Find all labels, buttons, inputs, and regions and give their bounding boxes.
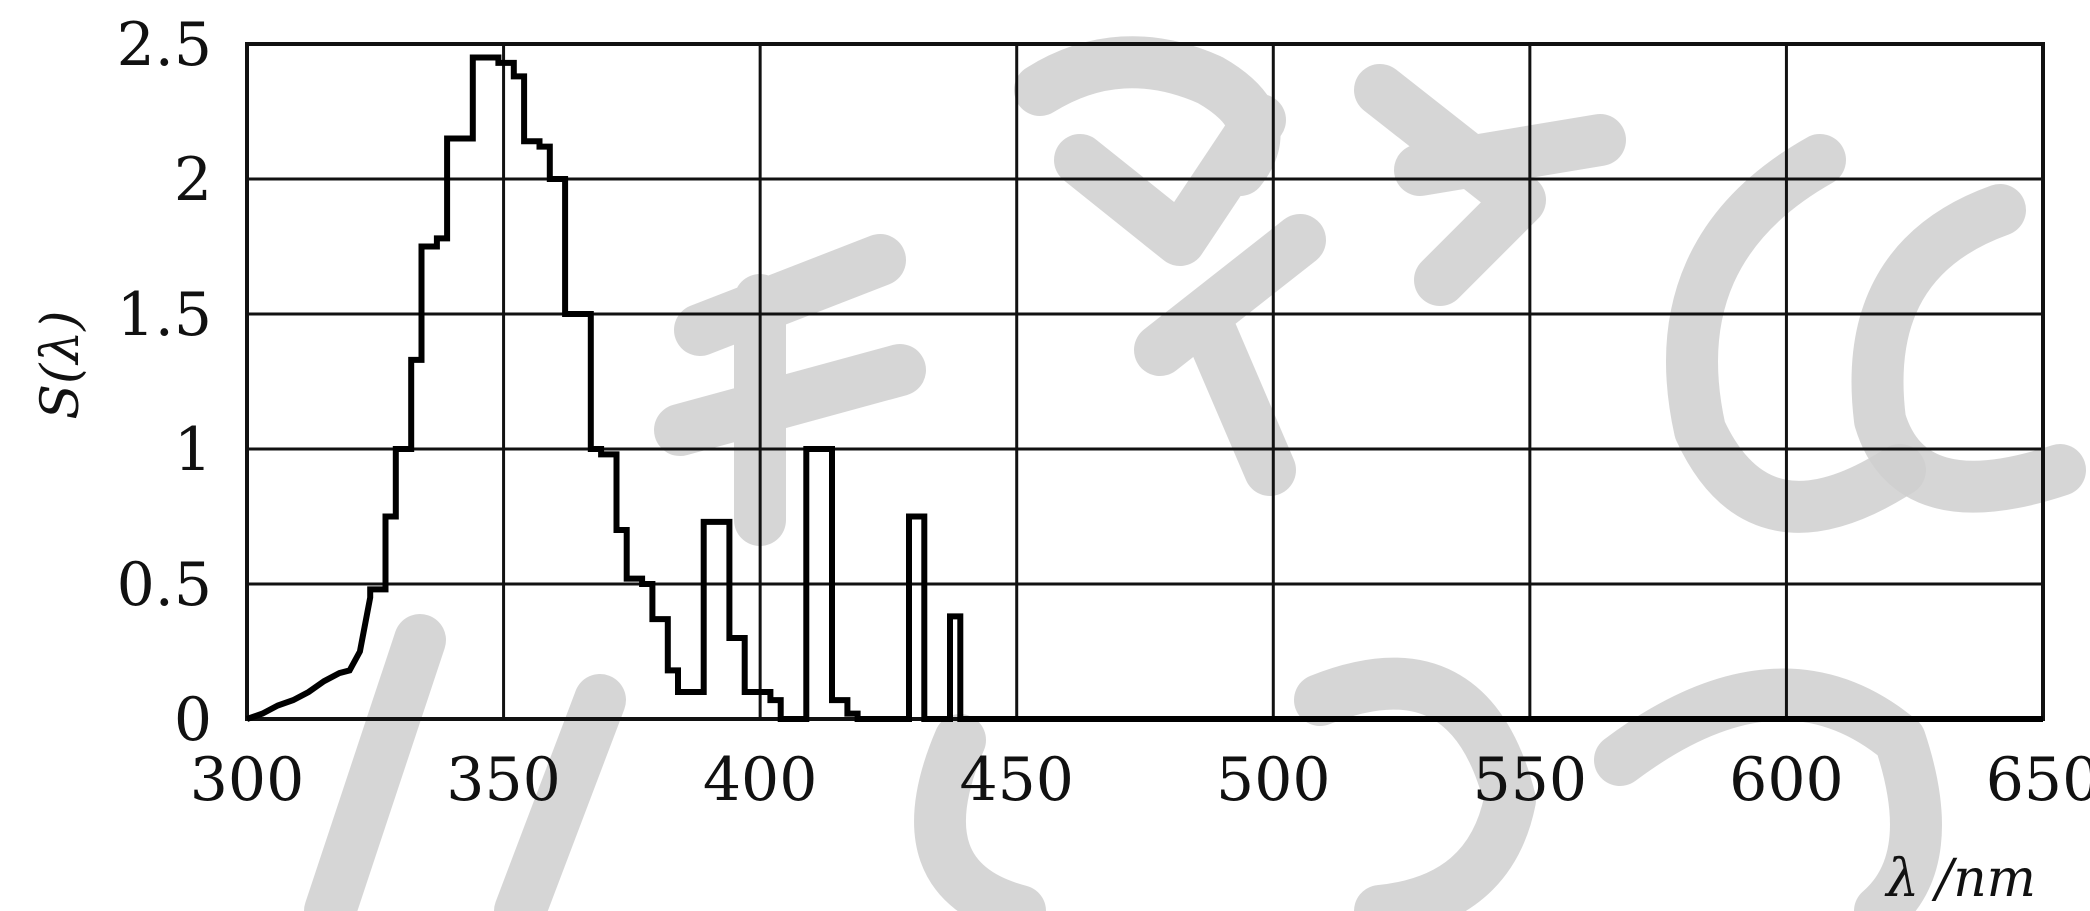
x-tick-label: 500 [1216, 745, 1331, 815]
x-tick-label: 550 [1473, 745, 1588, 815]
y-tick-label: 2.5 [117, 10, 212, 80]
y-tick-label: 0 [174, 685, 212, 755]
x-axis-label: λ /nm [1884, 849, 2036, 909]
y-tick-label: 2 [174, 145, 212, 215]
y-tick-label: 0.5 [117, 550, 212, 620]
plot-frame [245, 42, 2045, 721]
x-tick-label: 350 [446, 745, 561, 815]
series-layer [246, 54, 2043, 722]
y-tick-label: 1.5 [117, 280, 212, 350]
x-tick-label: 450 [959, 745, 1074, 815]
x-tick-label: 650 [1986, 745, 2090, 815]
spectrum-line [246, 54, 2043, 722]
x-tick-labels: 300 350 400 450 500 550 600 650 [190, 745, 2090, 815]
y-tick-label: 1 [174, 415, 212, 485]
y-axis-label: S(λ) [31, 310, 91, 419]
x-tick-label: 300 [190, 745, 305, 815]
x-tick-label: 400 [703, 745, 818, 815]
x-tick-label: 600 [1729, 745, 1844, 815]
grid [245, 42, 2045, 721]
y-tick-labels: 0 0.5 1 1.5 2 2.5 [117, 10, 212, 755]
